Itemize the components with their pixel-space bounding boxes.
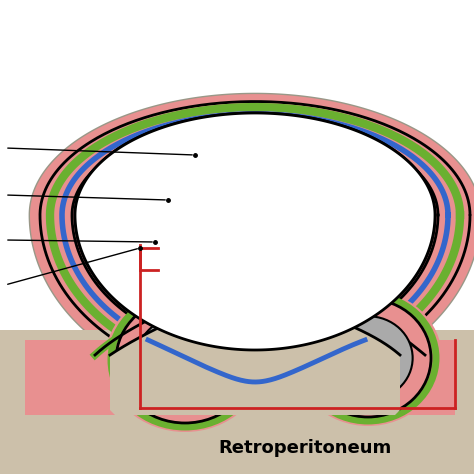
- Ellipse shape: [305, 299, 431, 417]
- Polygon shape: [75, 113, 435, 350]
- Polygon shape: [75, 113, 435, 350]
- Ellipse shape: [136, 315, 234, 405]
- Ellipse shape: [294, 290, 442, 426]
- Polygon shape: [30, 94, 474, 391]
- Polygon shape: [25, 340, 455, 415]
- Polygon shape: [0, 330, 474, 474]
- Polygon shape: [75, 113, 435, 350]
- Polygon shape: [30, 94, 474, 391]
- Circle shape: [244, 275, 288, 319]
- Ellipse shape: [116, 297, 254, 423]
- Ellipse shape: [323, 316, 413, 400]
- Polygon shape: [140, 370, 380, 415]
- Circle shape: [278, 271, 318, 311]
- Circle shape: [268, 261, 328, 321]
- Text: Retroperitoneum: Retroperitoneum: [219, 439, 392, 457]
- Polygon shape: [95, 275, 425, 415]
- Polygon shape: [110, 283, 400, 415]
- Ellipse shape: [105, 288, 265, 432]
